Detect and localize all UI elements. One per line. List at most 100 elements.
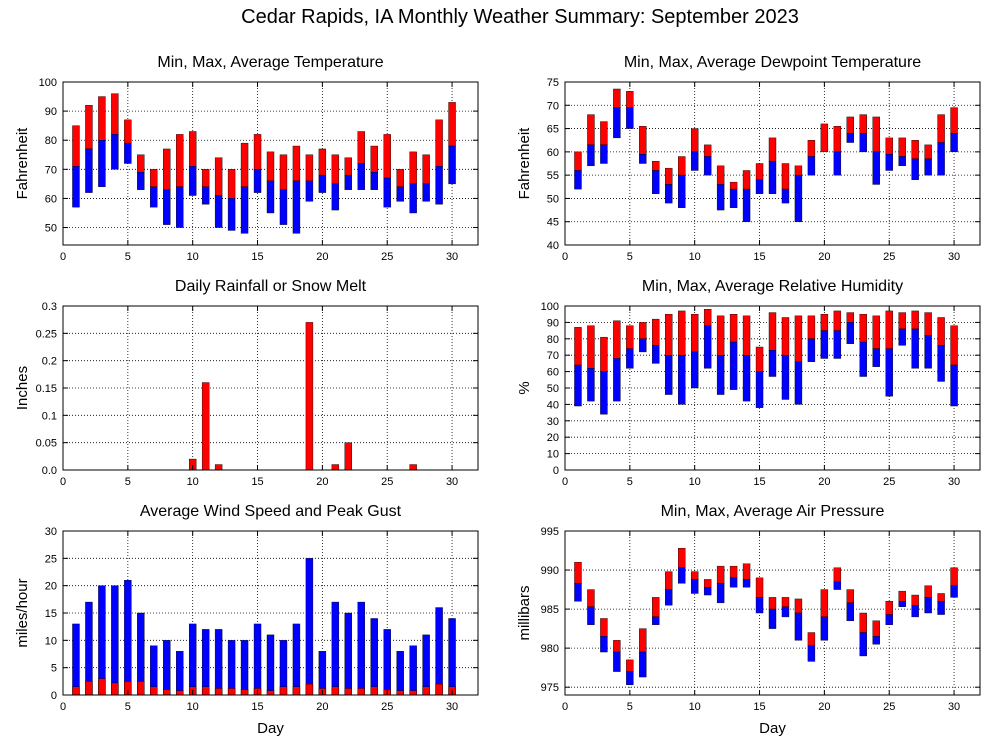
avg-min-bar (422, 183, 430, 202)
max-avg-bar (807, 632, 816, 646)
rain-bar (214, 464, 223, 471)
avg-min-bar (807, 645, 816, 662)
avg-min-bar (253, 169, 262, 193)
y-axis-label: Inches (14, 366, 31, 410)
avg-min-bar (124, 142, 132, 164)
chart-wind: 0 5 10 15 20 25 30 0 5 10 15 20 25 30 Average Wind Spe… (14, 503, 479, 737)
y-tick-label: 50 (547, 193, 559, 205)
max-avg-bar (768, 312, 777, 351)
max-avg-bar (742, 563, 751, 580)
x-tick-label: 0 (60, 701, 66, 713)
max-avg-bar (781, 163, 790, 190)
avg-min-bar (755, 179, 764, 194)
peak-gust-bar (176, 651, 184, 696)
avg-min-bar (859, 632, 867, 657)
avg-min-bar (613, 358, 621, 402)
max-avg-bar (137, 154, 145, 173)
avg-min-bar (781, 606, 790, 618)
panel-title: Min, Max, Average Air Pressure (661, 503, 885, 520)
y-tick-label: 30 (45, 526, 57, 538)
rain-bar (331, 464, 340, 471)
max-avg-bar (587, 114, 595, 146)
max-avg-bar (574, 151, 582, 171)
max-avg-bar (409, 151, 417, 185)
avg-min-bar (703, 325, 712, 369)
plot-frame (62, 81, 479, 246)
avg-min-bar (846, 133, 855, 143)
figure-title: Cedar Rapids, IA Monthly Weather Summary… (241, 6, 799, 28)
avg-wind-bar (409, 690, 417, 696)
avg-min-bar (820, 330, 829, 359)
x-tick-label: 0 (562, 701, 568, 713)
avg-min-bar (678, 355, 686, 405)
y-tick-label: 0.15 (36, 383, 57, 395)
x-tick-label: 15 (251, 701, 263, 713)
max-avg-bar (574, 562, 582, 584)
max-avg-bar (652, 160, 660, 171)
avg-min-bar (820, 616, 829, 641)
avg-wind-bar (266, 690, 275, 696)
max-avg-bar (435, 119, 443, 167)
panel-title: Daily Rainfall or Snow Melt (175, 278, 367, 295)
y-tick-label: 0.0 (42, 465, 57, 477)
avg-min-bar (833, 330, 842, 359)
peak-gust-bar (188, 623, 197, 696)
bars-humidity (574, 309, 958, 415)
avg-wind-bar (422, 686, 430, 696)
rain-bar (305, 322, 314, 471)
y-tick-label: 80 (45, 135, 57, 147)
avg-min-bar (652, 616, 660, 625)
avg-min-bar (409, 183, 417, 214)
max-avg-bar (885, 601, 893, 615)
y-tick-label: 0.25 (36, 328, 57, 340)
avg-wind-bar (98, 678, 106, 696)
max-avg-bar (600, 336, 608, 372)
avg-min-bar (652, 170, 660, 194)
avg-min-bar (781, 188, 790, 204)
x-tick-label: 20 (316, 701, 328, 713)
x-tick-label: 20 (818, 701, 830, 713)
peak-gust-bar (214, 629, 223, 696)
x-tick-label: 20 (818, 251, 830, 263)
avg-min-bar (574, 364, 582, 407)
max-avg-bar (885, 137, 893, 155)
avg-min-bar (72, 166, 80, 208)
max-avg-bar (665, 314, 673, 356)
avg-min-bar (859, 341, 867, 377)
avg-wind-bar (201, 686, 210, 696)
max-avg-bar (331, 154, 340, 185)
avg-min-bar (137, 172, 145, 190)
avg-min-bar (613, 651, 621, 672)
max-avg-bar (613, 640, 621, 653)
max-avg-bar (924, 312, 932, 336)
avg-min-bar (587, 606, 595, 625)
max-avg-bar (690, 571, 699, 580)
max-avg-bar (85, 105, 93, 150)
x-tick-label: 0 (60, 251, 66, 263)
max-avg-bar (98, 96, 106, 141)
max-avg-bar (600, 618, 608, 637)
avg-min-bar (742, 579, 751, 588)
avg-min-bar (357, 163, 365, 190)
avg-min-bar (768, 608, 777, 629)
peak-gust-bar (292, 623, 301, 696)
max-avg-bar (924, 585, 932, 598)
max-avg-bar (924, 144, 932, 160)
plot-frame (564, 81, 981, 246)
peak-gust-bar (163, 640, 171, 696)
max-avg-bar (574, 327, 582, 366)
x-tick-label: 30 (446, 476, 458, 488)
y-tick-label: 0.2 (42, 356, 57, 368)
max-avg-bar (652, 318, 660, 346)
max-avg-bar (703, 309, 712, 326)
peak-gust-bar (448, 618, 456, 696)
avg-min-bar (600, 144, 608, 164)
peak-gust-bar (201, 629, 210, 696)
y-tick-label: 5 (51, 663, 57, 675)
max-avg-bar (396, 169, 404, 187)
max-avg-bar (794, 598, 803, 614)
max-avg-bar (820, 314, 829, 331)
max-avg-bar (768, 137, 777, 162)
